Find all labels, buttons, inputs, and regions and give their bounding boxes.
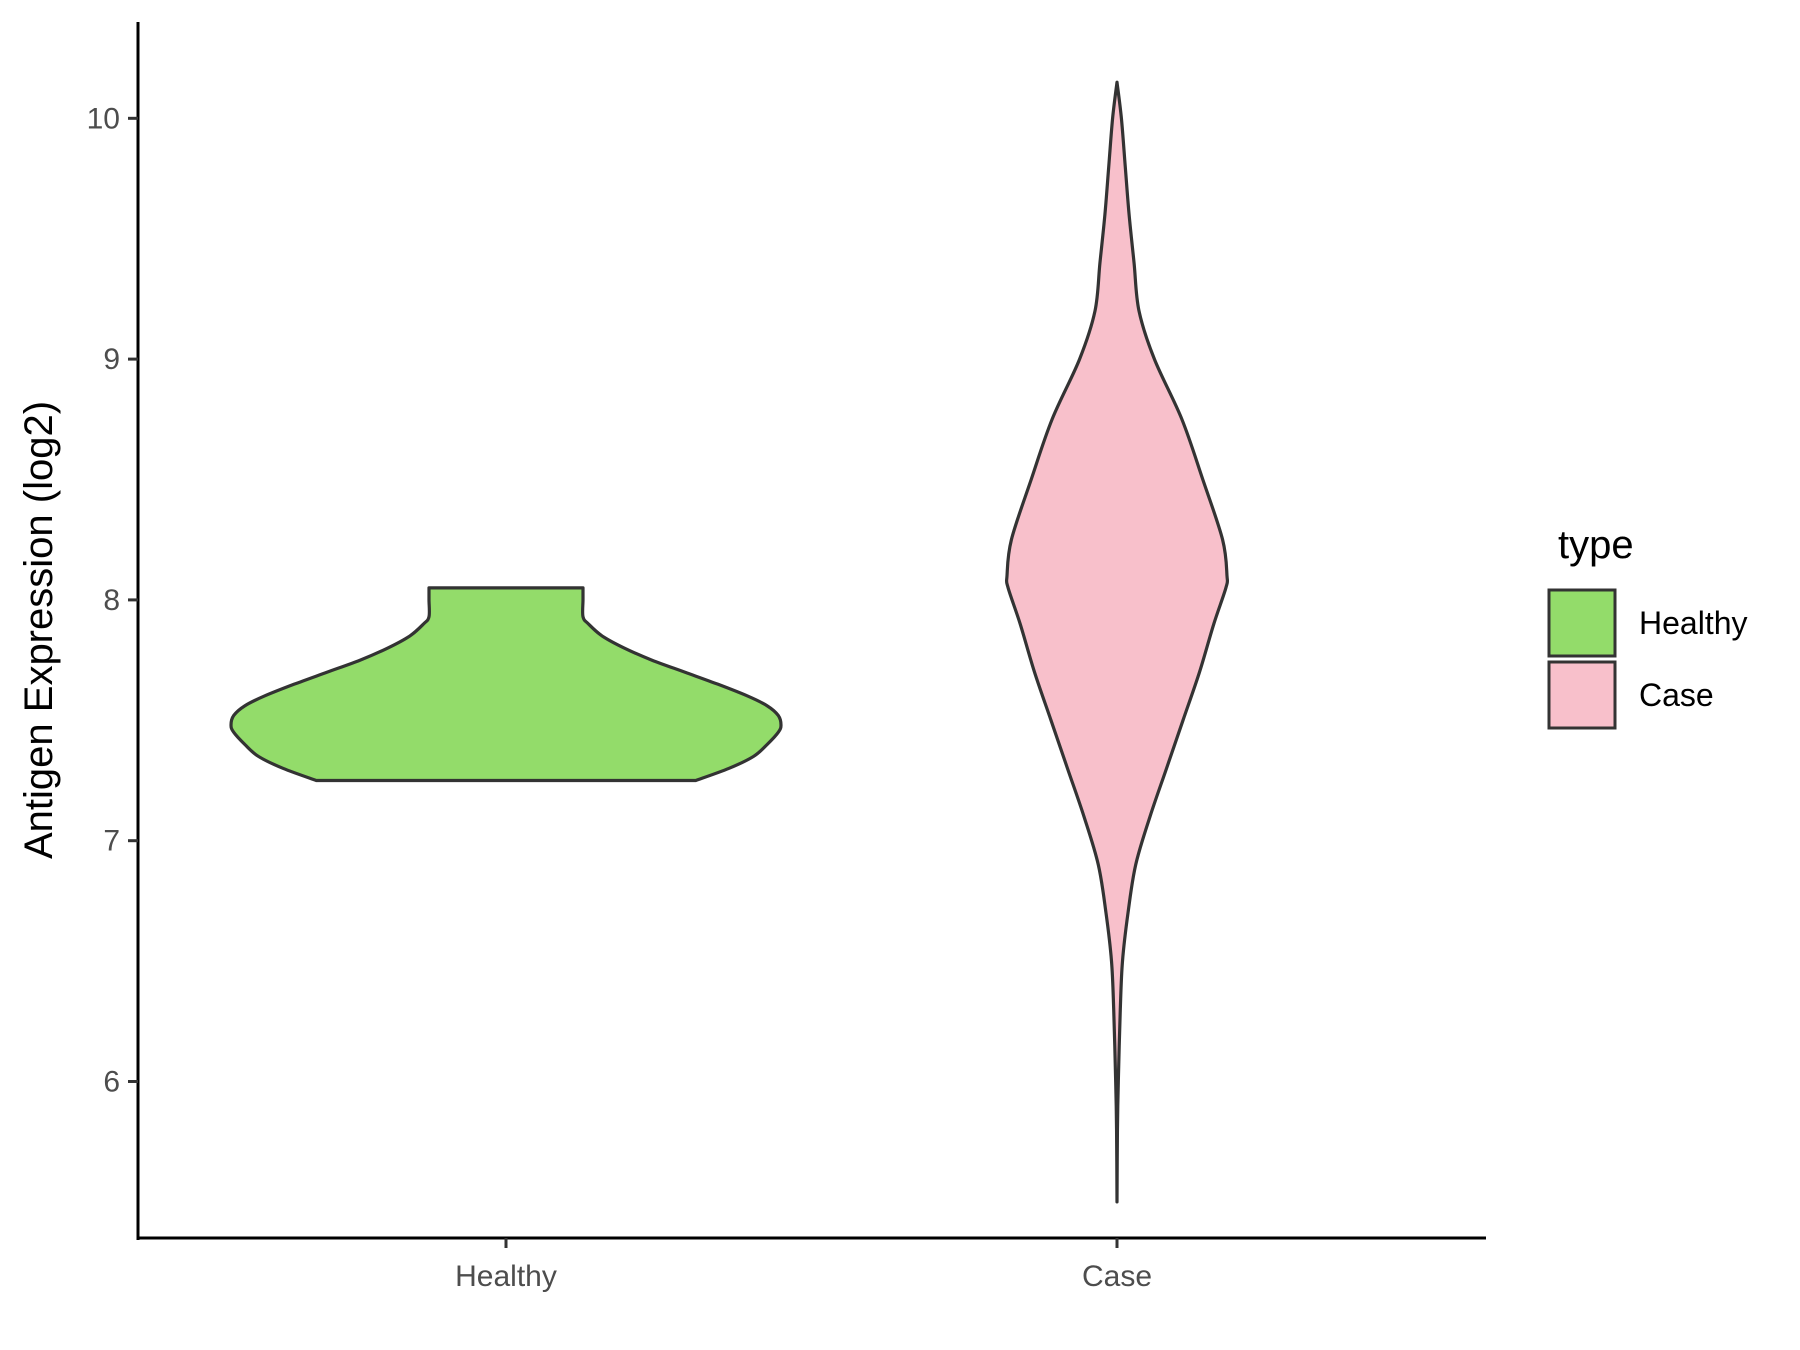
y-tick-label: 7	[103, 825, 120, 858]
y-axis-title: Antigen Expression (log2)	[17, 401, 61, 859]
legend-title: type	[1558, 523, 1634, 567]
violin-healthy	[229, 586, 783, 783]
violin-case	[1004, 80, 1230, 1204]
y-tick-label: 9	[103, 343, 120, 376]
y-tick-label: 8	[103, 584, 120, 617]
x-tick-label: Case	[1082, 1260, 1152, 1293]
y-tick-label: 10	[87, 102, 120, 135]
legend-label-case: Case	[1639, 677, 1714, 713]
legend-key-case	[1547, 660, 1617, 730]
legend-label-healthy: Healthy	[1639, 605, 1748, 641]
x-tick-label: Healthy	[455, 1260, 557, 1293]
y-tick-label: 6	[103, 1065, 120, 1098]
plot-area	[229, 80, 1230, 1204]
axes: 6 7 8 9 10 Healthy Case	[87, 22, 1486, 1293]
legend: type Healthy Case	[1547, 523, 1748, 730]
legend-key-healthy	[1547, 588, 1617, 658]
